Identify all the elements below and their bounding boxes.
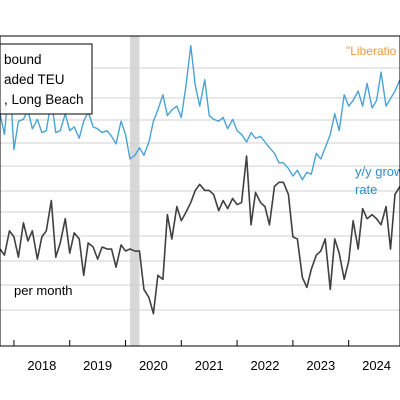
legend: bound aded TEU , Long Beach (0, 43, 93, 115)
x-tick-label-2023: 2023 (306, 358, 335, 373)
x-tick-label-2021: 2021 (195, 358, 224, 373)
plot-frame (0, 35, 400, 347)
per-month-annotation: per month (14, 283, 73, 298)
x-tick-label-2018: 2018 (27, 358, 56, 373)
x-tick-label-2019: 2019 (83, 358, 112, 373)
legend-line-1: bound (4, 52, 42, 67)
teu-per-month-series-line (0, 155, 400, 315)
legend-line-2: aded TEU (4, 72, 65, 87)
x-tick-label-2022: 2022 (251, 358, 280, 373)
x-tick-label-2024: 2024 (362, 358, 391, 373)
legend-line-3: , Long Beach (4, 92, 84, 107)
legend-box (0, 43, 93, 115)
growth-rate-annotation-line2: rate (355, 182, 377, 197)
growth-rate-series-line (0, 44, 400, 181)
liberation-annotation: "Liberatio (346, 44, 397, 58)
x-tick-label-2020: 2020 (139, 358, 168, 373)
growth-rate-annotation-line1: y/y grow (355, 164, 400, 179)
